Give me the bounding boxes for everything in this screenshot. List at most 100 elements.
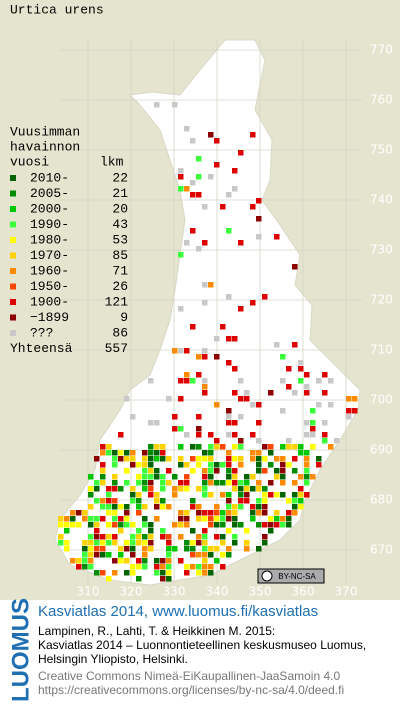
record-square: [298, 444, 304, 450]
record-square: [130, 534, 136, 540]
record-square: [304, 456, 310, 462]
record-square: [274, 510, 280, 516]
record-square: [64, 522, 70, 528]
record-square: [226, 420, 232, 426]
record-square: [274, 342, 280, 348]
record-square: [286, 444, 292, 450]
record-square: [142, 516, 148, 522]
record-square: [202, 468, 208, 474]
record-square: [166, 558, 172, 564]
record-square: [214, 504, 220, 510]
legend-label: 1990-: [30, 217, 69, 232]
record-square: [166, 540, 172, 546]
record-square: [262, 492, 268, 498]
record-square: [238, 396, 244, 402]
record-square: [178, 516, 184, 522]
record-square: [88, 486, 94, 492]
record-square: [250, 204, 256, 210]
legend-swatch: [10, 190, 16, 197]
record-square: [202, 240, 208, 246]
record-square: [184, 540, 190, 546]
record-square: [196, 552, 202, 558]
record-square: [112, 486, 118, 492]
record-square: [346, 396, 352, 402]
record-square: [106, 522, 112, 528]
record-square: [226, 192, 232, 198]
record-square: [112, 480, 118, 486]
species-title: Urtica urens: [10, 2, 104, 17]
record-square: [130, 540, 136, 546]
y-tick-label: 700: [370, 393, 393, 407]
record-square: [208, 510, 214, 516]
record-square: [100, 462, 106, 468]
record-square: [214, 468, 220, 474]
record-square: [196, 192, 202, 198]
record-square: [190, 180, 196, 186]
record-square: [304, 432, 310, 438]
record-square: [328, 378, 334, 384]
record-square: [124, 522, 130, 528]
record-square: [316, 402, 322, 408]
record-square: [298, 504, 304, 510]
record-square: [184, 510, 190, 516]
record-square: [136, 498, 142, 504]
y-tick-label: 770: [370, 43, 393, 57]
record-square: [154, 444, 160, 450]
record-square: [154, 450, 160, 456]
record-square: [208, 474, 214, 480]
record-square: [100, 498, 106, 504]
record-square: [280, 492, 286, 498]
record-square: [232, 474, 238, 480]
luomus-logo: LUOMUS: [7, 598, 34, 702]
legend-swatch: [10, 314, 16, 321]
record-square: [100, 540, 106, 546]
record-square: [88, 558, 94, 564]
record-square: [304, 468, 310, 474]
record-square: [148, 492, 154, 498]
record-square: [82, 552, 88, 558]
record-square: [208, 570, 214, 576]
credits-background: [0, 600, 400, 702]
record-square: [286, 522, 292, 528]
record-square: [172, 102, 178, 108]
legend-label: 2000-: [30, 201, 69, 216]
record-square: [226, 294, 232, 300]
record-square: [256, 198, 262, 204]
credits-headline: Kasviatlas 2014, www.luomus.fi/kasviatla…: [38, 603, 318, 620]
record-square: [142, 504, 148, 510]
record-square: [256, 546, 262, 552]
record-square: [160, 564, 166, 570]
record-square: [88, 516, 94, 522]
record-square: [304, 450, 310, 456]
record-square: [214, 510, 220, 516]
record-square: [280, 408, 286, 414]
record-square: [88, 474, 94, 480]
record-square: [130, 546, 136, 552]
record-square: [226, 516, 232, 522]
record-square: [130, 552, 136, 558]
record-square: [208, 492, 214, 498]
record-square: [94, 534, 100, 540]
record-square: [178, 168, 184, 174]
record-square: [208, 552, 214, 558]
cc-icon: [261, 570, 273, 582]
record-square: [76, 510, 82, 516]
record-square: [226, 336, 232, 342]
record-square: [232, 186, 238, 192]
record-square: [256, 402, 262, 408]
record-square: [118, 558, 124, 564]
record-square: [148, 378, 154, 384]
record-square: [178, 480, 184, 486]
record-square: [76, 522, 82, 528]
record-square: [70, 510, 76, 516]
record-square: [142, 546, 148, 552]
license-badge-box: [257, 568, 325, 584]
record-square: [292, 492, 298, 498]
record-square: [124, 504, 130, 510]
record-square: [88, 492, 94, 498]
record-square: [352, 396, 358, 402]
record-square: [232, 522, 238, 528]
record-square: [250, 474, 256, 480]
record-square: [202, 390, 208, 396]
record-square: [190, 540, 196, 546]
